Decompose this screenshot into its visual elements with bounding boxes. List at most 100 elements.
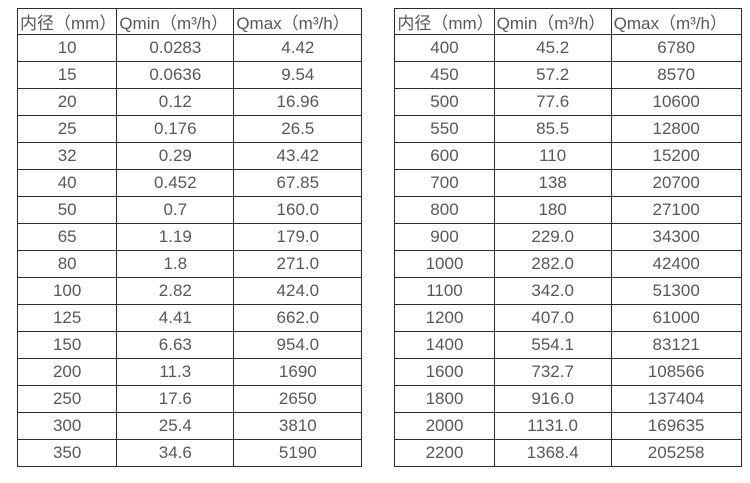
qmax-cell: 137404: [610, 385, 742, 413]
qmin-cell: 17.6: [116, 385, 235, 413]
table-row: 15 0.0636 9.54: [16, 61, 363, 89]
table-row: 1200 407.0 61000: [394, 304, 742, 332]
inner-diameter-cell: 65: [16, 223, 118, 251]
inner-diameter-cell: 900: [394, 223, 495, 251]
qmax-cell: 4.42: [233, 34, 363, 62]
inner-diameter-cell: 800: [394, 196, 495, 224]
qmin-cell: 45.2: [493, 34, 612, 62]
qmax-cell: 43.42: [233, 142, 363, 170]
qmax-cell: 15200: [610, 142, 742, 170]
qmax-cell: 6780: [610, 34, 742, 62]
table-row: 450 57.2 8570: [394, 61, 742, 89]
inner-diameter-cell: 1200: [394, 304, 495, 332]
qmin-cell: 180: [493, 196, 612, 224]
header-qmin: Qmin（m³/h）: [493, 8, 612, 35]
header-inner-diameter: 内径（mm）: [16, 8, 118, 35]
header-inner-diameter: 内径（mm）: [394, 8, 495, 35]
qmin-cell: 1.8: [116, 250, 235, 278]
qmin-cell: 57.2: [493, 61, 612, 89]
qmin-cell: 0.452: [116, 169, 235, 197]
header-row: 内径（mm） Qmin（m³/h） Qmax（m³/h）: [394, 8, 742, 35]
qmax-cell: 12800: [610, 115, 742, 143]
table-row: 1600 732.7 108566: [394, 358, 742, 386]
inner-diameter-cell: 1100: [394, 277, 495, 305]
qmin-cell: 916.0: [493, 385, 612, 413]
table-row: 800 180 27100: [394, 196, 742, 224]
table-row: 1400 554.1 83121: [394, 331, 742, 359]
qmin-cell: 0.0283: [116, 34, 235, 62]
inner-diameter-cell: 150: [16, 331, 118, 359]
inner-diameter-cell: 2200: [394, 439, 495, 467]
qmax-cell: 169635: [610, 412, 742, 440]
qmax-cell: 5190: [233, 439, 363, 467]
qmin-cell: 138: [493, 169, 612, 197]
qmin-cell: 0.12: [116, 88, 235, 116]
qmax-cell: 51300: [610, 277, 742, 305]
inner-diameter-cell: 32: [16, 142, 118, 170]
qmin-cell: 77.6: [493, 88, 612, 116]
table-row: 500 77.6 10600: [394, 88, 742, 116]
table-row: 400 45.2 6780: [394, 34, 742, 62]
qmax-cell: 61000: [610, 304, 742, 332]
qmin-cell: 732.7: [493, 358, 612, 386]
inner-diameter-cell: 20: [16, 88, 118, 116]
qmax-cell: 16.96: [233, 88, 363, 116]
qmax-cell: 10600: [610, 88, 742, 116]
table-row: 40 0.452 67.85: [16, 169, 363, 197]
table-row: 250 17.6 2650: [16, 385, 363, 413]
qmin-cell: 6.63: [116, 331, 235, 359]
qmax-cell: 8570: [610, 61, 742, 89]
qmax-cell: 42400: [610, 250, 742, 278]
inner-diameter-cell: 1800: [394, 385, 495, 413]
header-qmax: Qmax（m³/h）: [233, 8, 363, 35]
header-qmax: Qmax（m³/h）: [610, 8, 742, 35]
inner-diameter-cell: 350: [16, 439, 118, 467]
qmax-cell: 424.0: [233, 277, 363, 305]
table-row: 25 0.176 26.5: [16, 115, 363, 143]
qmin-cell: 1131.0: [493, 412, 612, 440]
qmax-cell: 271.0: [233, 250, 363, 278]
table-body: 400 45.2 6780 450 57.2 8570 500 77.6 10600 550 85.…: [394, 34, 742, 467]
inner-diameter-cell: 25: [16, 115, 118, 143]
qmin-cell: 110: [493, 142, 612, 170]
qmax-cell: 20700: [610, 169, 742, 197]
qmax-cell: 26.5: [233, 115, 363, 143]
qmin-cell: 342.0: [493, 277, 612, 305]
inner-diameter-cell: 10: [16, 34, 118, 62]
qmin-cell: 0.29: [116, 142, 235, 170]
inner-diameter-cell: 15: [16, 61, 118, 89]
inner-diameter-cell: 50: [16, 196, 118, 224]
inner-diameter-cell: 400: [394, 34, 495, 62]
inner-diameter-cell: 125: [16, 304, 118, 332]
qmin-cell: 1.19: [116, 223, 235, 251]
table-row: 550 85.5 12800: [394, 115, 742, 143]
qmin-cell: 85.5: [493, 115, 612, 143]
qmin-cell: 0.0636: [116, 61, 235, 89]
table-row: 150 6.63 954.0: [16, 331, 363, 359]
table-row: 100 2.82 424.0: [16, 277, 363, 305]
inner-diameter-cell: 550: [394, 115, 495, 143]
qmin-cell: 407.0: [493, 304, 612, 332]
qmin-cell: 554.1: [493, 331, 612, 359]
table-row: 1000 282.0 42400: [394, 250, 742, 278]
inner-diameter-cell: 1600: [394, 358, 495, 386]
qmin-cell: 2.82: [116, 277, 235, 305]
qmax-cell: 83121: [610, 331, 742, 359]
qmax-cell: 160.0: [233, 196, 363, 224]
qmax-cell: 108566: [610, 358, 742, 386]
qmax-cell: 67.85: [233, 169, 363, 197]
inner-diameter-cell: 2000: [394, 412, 495, 440]
qmax-cell: 954.0: [233, 331, 363, 359]
flow-table-large-diameters: 内径（mm） Qmin（m³/h） Qmax（m³/h） 400 45.2 6780…: [394, 8, 742, 467]
table-row: 2000 1131.0 169635: [394, 412, 742, 440]
qmax-cell: 662.0: [233, 304, 363, 332]
qmin-cell: 34.6: [116, 439, 235, 467]
qmin-cell: 0.176: [116, 115, 235, 143]
inner-diameter-cell: 600: [394, 142, 495, 170]
qmax-cell: 205258: [610, 439, 742, 467]
table-row: 1100 342.0 51300: [394, 277, 742, 305]
table-row: 600 110 15200: [394, 142, 742, 170]
table-row: 80 1.8 271.0: [16, 250, 363, 278]
table-row: 900 229.0 34300: [394, 223, 742, 251]
table-row: 125 4.41 662.0: [16, 304, 363, 332]
